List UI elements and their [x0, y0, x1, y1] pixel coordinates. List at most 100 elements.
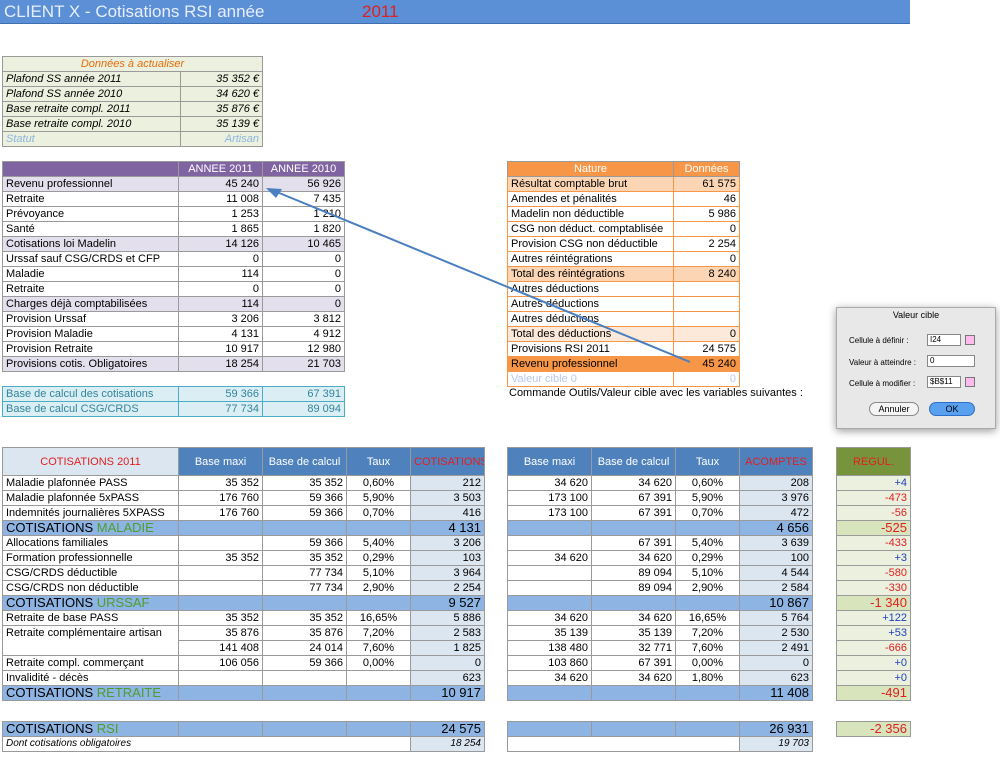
cot-value: 5,10% [346, 565, 411, 581]
donnees-table: Données à actualiser Plafond SS année 20… [2, 56, 263, 147]
acompte-value [675, 595, 740, 611]
dialog-input-define[interactable]: I24 [927, 334, 961, 346]
bases-2010: 89 094 [262, 401, 345, 417]
acompte-row: 34 620 34 620 1,80% 623 [507, 670, 813, 686]
acompte-value: 35 139 [591, 625, 676, 641]
acompte-value [675, 685, 740, 701]
oblig-value: 18 254 [410, 736, 485, 752]
cot-value: 0,29% [346, 550, 411, 566]
acompte-value: 3 976 [739, 490, 813, 506]
acompte-value: 5,10% [675, 565, 740, 581]
annees-2011: 18 254 [178, 356, 263, 372]
donnees-row: Plafond SS année 2010 34 620 € [2, 86, 263, 102]
acompte-value [507, 565, 592, 581]
cot-total-row: COTISATIONS RETRAITE 10 917 [2, 685, 485, 701]
donnees-label: Plafond SS année 2011 [2, 71, 181, 87]
cot-label: COTISATIONS RETRAITE [2, 685, 179, 701]
dialog-input-modify[interactable]: $B$11 [927, 376, 961, 388]
acompte-value: 5,90% [675, 490, 740, 506]
rsi-regul-table: -2 356 [836, 721, 911, 737]
donnees-row: Plafond SS année 2011 35 352 € [2, 71, 263, 87]
cot-value: 0,70% [346, 505, 411, 521]
acompte-value: 89 094 [591, 565, 676, 581]
annees-row: Cotisations loi Madelin 14 126 10 465 [2, 236, 345, 252]
nature-label: Revenu professionnel [507, 356, 674, 372]
nature-label: Amendes et pénalités [507, 191, 674, 207]
cot-label: Retraite compl. commerçant [2, 655, 179, 671]
annees-label: Maladie [2, 266, 179, 282]
acompte-value [507, 595, 592, 611]
regul-value: +53 [836, 625, 911, 641]
regul-row: -56 [836, 505, 911, 521]
acompte-value: 5,40% [675, 535, 740, 551]
cot-value: 35 352 [262, 550, 347, 566]
cot-value: 59 366 [262, 505, 347, 521]
regul-row: -666 [836, 640, 911, 656]
annees-2010: 1 820 [262, 221, 345, 237]
cancel-button[interactable]: Annuler [869, 402, 919, 416]
acompte-value: 5 764 [739, 610, 813, 626]
cot-value: 77 734 [262, 580, 347, 596]
acompte-value: 0 [739, 655, 813, 671]
cot-value: 7,60% [346, 640, 411, 656]
acompte-value [591, 595, 676, 611]
bases-2011: 77 734 [178, 401, 263, 417]
rsi-blank [591, 721, 676, 737]
acompte-row: 89 094 2,90% 2 584 [507, 580, 813, 596]
annees-label: Revenu professionnel [2, 176, 179, 192]
annees-2010: 3 812 [262, 311, 345, 327]
cot-value: 35 352 [178, 475, 263, 491]
cot-header-title: COTISATIONS 2011 [2, 447, 179, 476]
regul-row: +122 [836, 610, 911, 626]
rsi-total-prefix: COTISATIONS [6, 721, 97, 736]
nature-row: Revenu professionnel 45 240 [507, 356, 740, 372]
acompte-value: 16,65% [675, 610, 740, 626]
cot-total-prefix: COTISATIONS [6, 595, 97, 610]
cot-label: Retraite complémentaire artisan [2, 625, 179, 641]
arrow-head [266, 188, 282, 198]
dialog-input-target[interactable]: 0 [927, 355, 975, 367]
acompte-value: 34 620 [507, 550, 592, 566]
cot-value: 2,90% [346, 580, 411, 596]
cot-value: 10 917 [410, 685, 485, 701]
title-bar [0, 0, 910, 24]
cot-value [346, 685, 411, 701]
cot-value [178, 595, 263, 611]
acompte-value: 0,60% [675, 475, 740, 491]
regul-row: +0 [836, 670, 911, 686]
cot-row: Allocations familiales 59 366 5,40% 3 206 [2, 535, 485, 551]
cot-total-group: RETRAITE [96, 685, 162, 700]
cot-row: CSG/CRDS non déductible 77 734 2,90% 2 254 [2, 580, 485, 596]
cell-picker-icon[interactable] [965, 377, 975, 387]
acompte-value: 34 620 [591, 610, 676, 626]
acompte-value [675, 520, 740, 536]
acompte-header-taux: Taux [675, 447, 740, 476]
annees-2010: 1 210 [262, 206, 345, 222]
donnees-label: Statut [2, 131, 181, 147]
annees-2010: 56 926 [262, 176, 345, 192]
ok-button[interactable]: OK [929, 402, 975, 416]
annees-label: Provision Maladie [2, 326, 179, 342]
annees-2010: 0 [262, 296, 345, 312]
acompte-row: 173 100 67 391 5,90% 3 976 [507, 490, 813, 506]
cot-value: 5 886 [410, 610, 485, 626]
cot-value: 35 876 [262, 625, 347, 641]
cell-picker-icon[interactable] [965, 335, 975, 345]
cot-value [178, 535, 263, 551]
annees-2011: 114 [178, 266, 263, 282]
cot-value [262, 670, 347, 686]
cot-value [178, 685, 263, 701]
acompte-total-row: 4 656 [507, 520, 813, 536]
cot-value: 2 254 [410, 580, 485, 596]
cot-value: 623 [410, 670, 485, 686]
acompte-value [507, 580, 592, 596]
rsi-acompte-table: 26 931 19 703 [507, 721, 813, 752]
annees-label: Cotisations loi Madelin [2, 236, 179, 252]
nature-label: Valeur cible 0 [507, 371, 674, 387]
acompte-value: 89 094 [591, 580, 676, 596]
regul-value: -491 [836, 685, 911, 701]
cot-row: Formation professionnelle 35 352 35 352 0,2… [2, 550, 485, 566]
acompte-total-row: 11 408 [507, 685, 813, 701]
acompte-value: 623 [739, 670, 813, 686]
